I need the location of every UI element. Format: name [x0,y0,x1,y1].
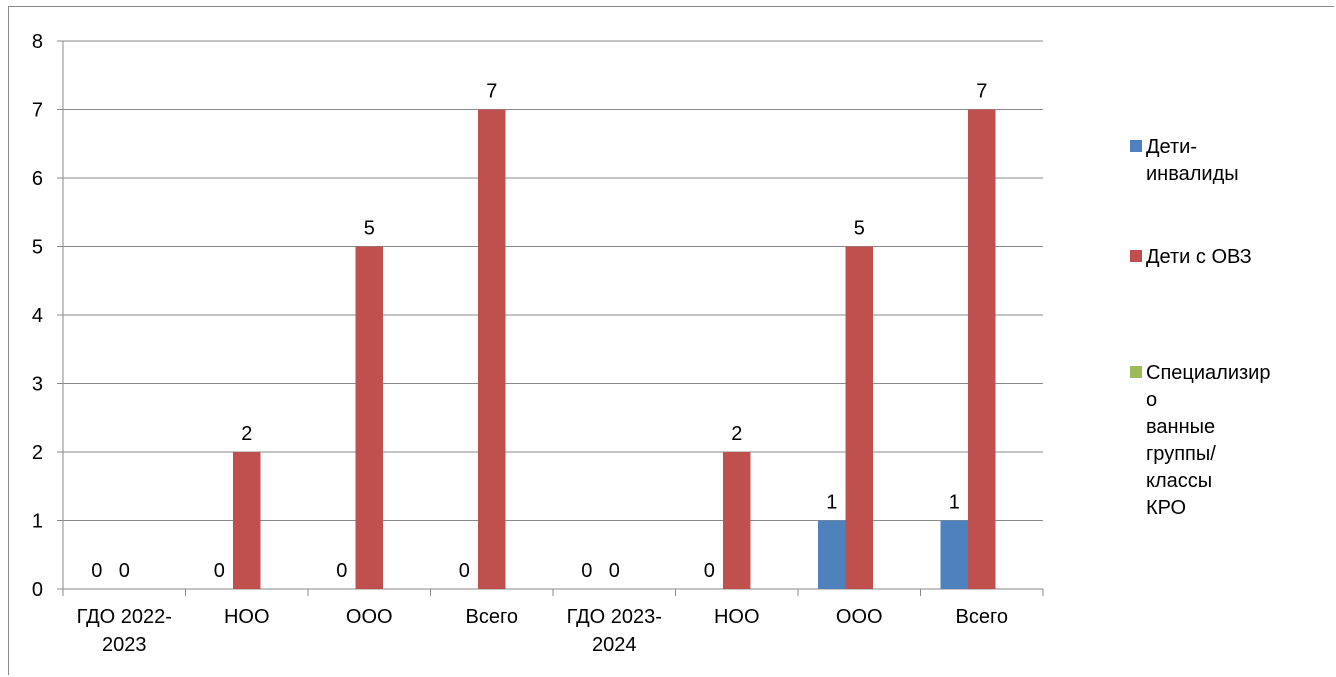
bar [233,452,261,589]
legend-label-line: Дети с ОВЗ [1146,246,1252,268]
x-tick-label: ГДО 2023-2024 [567,606,662,656]
data-label: 0 [214,560,225,582]
data-label: 0 [609,560,620,582]
chart-frame [8,6,1334,675]
legend-item: Дети с ОВЗ [1130,244,1276,271]
legend-swatch [1130,366,1142,378]
grid-lines [63,40,1043,521]
bars [233,109,996,589]
y-tick-label: 3 [32,374,43,396]
legend-label: Специализиро ванные группы/классы КРО [1146,360,1276,522]
x-tick-label: Всего [956,606,1008,628]
y-tick-label: 7 [32,100,43,122]
legend-label-line: группы/классы [1146,443,1216,492]
y-tick-label: 6 [32,168,43,190]
data-label: 2 [241,423,252,445]
y-tick-label: 5 [32,237,43,259]
legend-label-line: Специализиро [1146,362,1271,411]
bar [355,246,383,589]
legend-swatch [1130,250,1142,262]
legend-item: Специализиро ванные группы/классы КРО [1130,360,1276,522]
bar [478,109,506,589]
data-label: 5 [364,218,375,240]
x-tick-label: ГДО 2022-2023 [77,606,172,656]
x-tick-label: НОО [224,606,270,628]
data-label: 7 [486,81,497,103]
data-label: 0 [336,560,347,582]
x-tick-label: НОО [714,606,760,628]
legend-label-line: ванные [1146,416,1216,438]
data-label: 0 [459,560,470,582]
bar [968,109,996,589]
data-label: 2 [731,423,742,445]
data-label: 7 [976,81,987,103]
data-label: 0 [704,560,715,582]
data-label: 0 [581,560,592,582]
data-label: 0 [119,560,130,582]
legend-swatch [1130,140,1142,152]
y-tick-label: 2 [32,442,43,464]
bar [818,520,846,589]
x-tick-label: Всего [466,606,518,628]
legend-label-line: инвалиды [1146,163,1239,185]
bar [940,520,968,589]
data-label: 1 [949,492,960,514]
legend-label: Дети-инвалиды [1146,134,1276,188]
bar [723,452,751,589]
y-tick-label: 8 [32,31,43,53]
legend-label: Дети с ОВЗ [1146,244,1276,271]
axes: 0 1 2 3 4 5 6 7 8 ГДО 2022-2023 НОО ООО Всего ГДО 202… [32,31,1044,656]
x-tick-label: ООО [346,606,393,628]
legend-item: Дети-инвалиды [1130,134,1276,188]
y-tick-label: 0 [32,579,43,601]
x-tick-label: ООО [836,606,883,628]
data-label: 1 [826,492,837,514]
y-tick-label: 4 [32,305,43,327]
legend-label-line: Дети- [1146,136,1197,158]
legend-label-line: КРО [1146,497,1187,519]
data-label: 0 [91,560,102,582]
y-tick-label: 1 [32,511,43,533]
data-label: 5 [854,218,865,240]
bar [845,246,873,589]
